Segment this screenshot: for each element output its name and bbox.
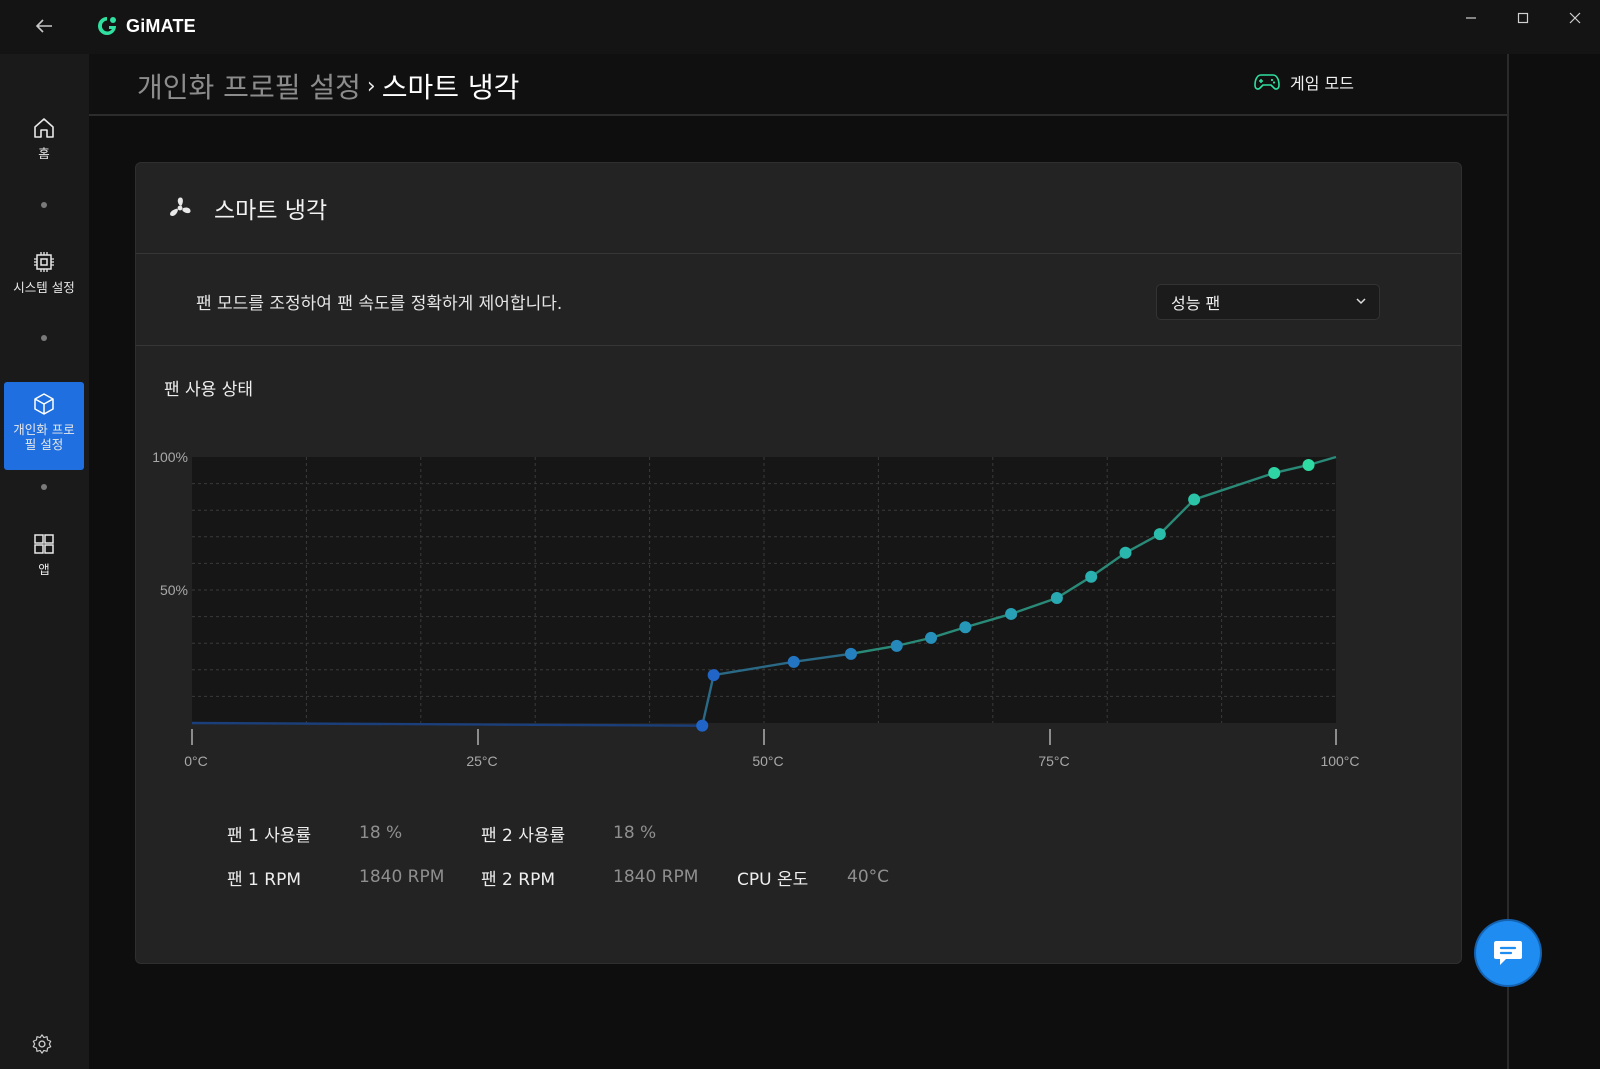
fan-curve-point bbox=[925, 631, 938, 644]
fan-curve-point bbox=[1188, 493, 1201, 506]
card-header: 스마트 냉각 bbox=[136, 163, 1461, 254]
fan-curve-point bbox=[959, 621, 972, 634]
x-tick-label: 75°C bbox=[1038, 753, 1069, 769]
minimize-button[interactable] bbox=[1448, 4, 1494, 32]
fan-status-title: 팬 사용 상태 bbox=[164, 380, 254, 400]
apps-grid-icon bbox=[34, 534, 54, 554]
cpu-temp-label: CPU 온도 bbox=[737, 870, 809, 890]
fan-curve-segment bbox=[1010, 596, 1058, 616]
fan-mode-row: 팬 모드를 조정하여 팬 속도를 정확하게 제어합니다. 성능 팬 bbox=[136, 254, 1461, 346]
gamepad-icon bbox=[1254, 74, 1280, 90]
home-icon bbox=[34, 118, 54, 138]
fan-curve-point bbox=[890, 639, 903, 652]
smart-cooling-card: 스마트 냉각 팬 모드를 조정하여 팬 속도를 정확하게 제어합니다. 성능 팬… bbox=[135, 162, 1462, 964]
maximize-icon bbox=[1517, 12, 1529, 24]
fan-curve-segment bbox=[1193, 471, 1275, 501]
page-title: 스마트 냉각 bbox=[381, 71, 520, 104]
nav-separator-dot bbox=[41, 335, 47, 341]
close-icon bbox=[1569, 12, 1581, 24]
fan-curve-segment bbox=[701, 674, 715, 726]
sidebar-item-profile-settings[interactable]: 개인화 프로필 설정 bbox=[4, 382, 84, 470]
fan-curve-point bbox=[1005, 607, 1018, 620]
sidebar-item-system-settings[interactable]: 시스템 설정 bbox=[4, 250, 84, 310]
fan-curve-point bbox=[844, 647, 857, 660]
fan-curve-point bbox=[1153, 528, 1166, 541]
fan-curve-point bbox=[1302, 458, 1315, 471]
fan2-rpm-label: 팬 2 RPM bbox=[481, 870, 555, 890]
sidebar-item-label: 시스템 설정 bbox=[13, 280, 75, 295]
fan-curve-segment bbox=[965, 612, 1012, 629]
sidebar: 홈 시스템 설정 개인화 프로필 설정 앱 bbox=[0, 54, 89, 1069]
fan2-usage-label: 팬 2 사용률 bbox=[481, 826, 566, 846]
fan-mode-selected: 성능 팬 bbox=[1171, 294, 1221, 313]
gimate-logo-icon bbox=[98, 17, 116, 35]
sidebar-item-label: 앱 bbox=[38, 562, 50, 577]
fan-icon bbox=[170, 197, 191, 217]
fan-curve-point bbox=[1050, 591, 1063, 604]
card-title: 스마트 냉각 bbox=[214, 198, 328, 224]
fan-mode-select[interactable]: 성능 팬 bbox=[1156, 284, 1380, 320]
close-button[interactable] bbox=[1552, 4, 1598, 32]
fan-mode-description: 팬 모드를 조정하여 팬 속도를 정확하게 제어합니다. bbox=[196, 294, 563, 314]
fan-curve-point bbox=[1268, 466, 1281, 479]
fan-curve-point bbox=[707, 669, 720, 682]
sidebar-item-home[interactable]: 홈 bbox=[4, 116, 84, 176]
fan2-usage-value: 18 % bbox=[613, 823, 657, 843]
page-header: 개인화 프로필 설정 › 스마트 냉각 게임 모드 bbox=[89, 54, 1507, 116]
app-name: GiMATE bbox=[126, 15, 196, 36]
x-tick-label: 50°C bbox=[752, 753, 783, 769]
nav-separator-dot bbox=[41, 484, 47, 490]
breadcrumb: 개인화 프로필 설정 › 스마트 냉각 bbox=[137, 66, 519, 106]
fan-curve-segment bbox=[1158, 498, 1195, 535]
fan-curve-point bbox=[1085, 570, 1098, 583]
minimize-icon bbox=[1466, 17, 1476, 19]
nav-separator-dot bbox=[41, 202, 47, 208]
gear-icon[interactable] bbox=[31, 1033, 53, 1055]
game-mode-button[interactable]: 게임 모드 bbox=[1254, 70, 1354, 94]
back-button[interactable] bbox=[28, 12, 60, 40]
chat-icon bbox=[1494, 941, 1522, 965]
fan-curve-segment bbox=[793, 652, 852, 664]
fan-curve-point bbox=[1119, 546, 1132, 559]
content-divider bbox=[1507, 54, 1509, 1069]
fan-curve-segment bbox=[850, 644, 897, 656]
chevron-down-icon bbox=[1356, 298, 1366, 305]
chat-button[interactable] bbox=[1476, 921, 1540, 985]
x-tick-label: 100°C bbox=[1320, 753, 1359, 769]
arrow-left-icon bbox=[35, 19, 52, 33]
fan-curve-point bbox=[696, 719, 709, 732]
fan-curve-segment bbox=[713, 660, 794, 677]
fan-curve-segment bbox=[1090, 551, 1127, 578]
sidebar-item-apps[interactable]: 앱 bbox=[4, 532, 84, 592]
x-tick-label: 25°C bbox=[466, 753, 497, 769]
fan1-usage-value: 18 % bbox=[359, 823, 403, 843]
fan-curve-segment bbox=[1056, 575, 1092, 599]
game-mode-label: 게임 모드 bbox=[1290, 74, 1354, 93]
cube-icon bbox=[34, 393, 54, 415]
fan-curve-segment bbox=[1124, 533, 1161, 554]
fan-curve-chart: 100% 50% 0°C 25°C 50°C 75°C 100°C bbox=[152, 449, 1359, 769]
maximize-button[interactable] bbox=[1500, 4, 1546, 32]
fan2-rpm-value: 1840 RPM bbox=[613, 867, 699, 887]
fan-curve-point bbox=[787, 655, 800, 668]
x-tick-label: 0°C bbox=[184, 753, 208, 769]
title-bar: GiMATE bbox=[0, 0, 1600, 54]
y-tick-label: 100% bbox=[152, 449, 188, 465]
breadcrumb-separator: › bbox=[366, 73, 376, 99]
cpu-temp-value: 40°C bbox=[847, 867, 890, 887]
fan1-usage-label: 팬 1 사용률 bbox=[227, 826, 312, 846]
app-logo: GiMATE bbox=[96, 15, 196, 37]
fan-curve-segment bbox=[191, 721, 703, 727]
fan1-rpm-value: 1840 RPM bbox=[359, 867, 445, 887]
fan1-rpm-label: 팬 1 RPM bbox=[227, 870, 301, 890]
chip-icon bbox=[34, 252, 54, 272]
y-tick-label: 50% bbox=[160, 582, 188, 598]
breadcrumb-parent[interactable]: 개인화 프로필 설정 bbox=[137, 71, 361, 104]
sidebar-item-label: 개인화 프로필 설정 bbox=[13, 422, 75, 452]
sidebar-item-label: 홈 bbox=[38, 146, 50, 161]
